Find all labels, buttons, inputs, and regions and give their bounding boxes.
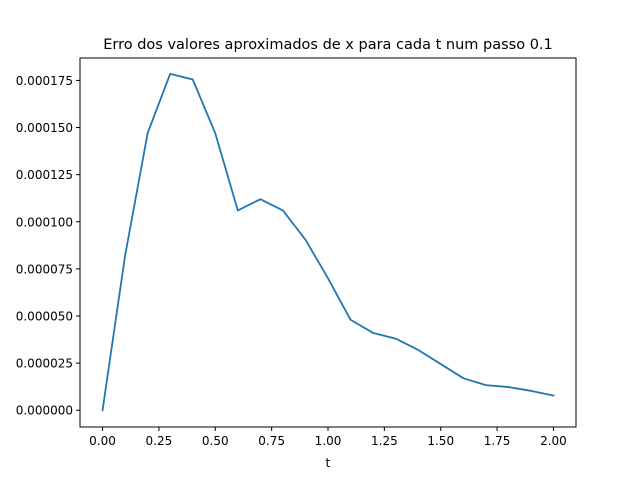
x-tick-label: 1.00 [315, 434, 342, 448]
x-tick-label: 0.00 [89, 434, 116, 448]
y-tick-label: 0.000100 [16, 215, 73, 229]
x-tick-label: 0.25 [146, 434, 173, 448]
y-tick-label: 0.000000 [16, 404, 73, 418]
y-tick-label: 0.000025 [16, 357, 73, 371]
x-tick-label: 0.75 [258, 434, 285, 448]
y-tick-label: 0.000125 [16, 168, 73, 182]
error-series-line [103, 74, 554, 410]
x-tick-label: 0.50 [202, 434, 229, 448]
x-tick-label: 1.50 [427, 434, 454, 448]
x-tick-label: 1.75 [484, 434, 511, 448]
y-tick-label: 0.000050 [16, 309, 73, 323]
chart-title: Erro dos valores aproximados de x para c… [103, 37, 553, 53]
x-tick-label: 1.25 [371, 434, 398, 448]
y-tick-label: 0.000175 [16, 74, 73, 88]
x-tick-label: 2.00 [540, 434, 567, 448]
x-axis-label: t [326, 455, 331, 470]
y-tick-label: 0.000150 [16, 121, 73, 135]
y-tick-label: 0.000075 [16, 262, 73, 276]
